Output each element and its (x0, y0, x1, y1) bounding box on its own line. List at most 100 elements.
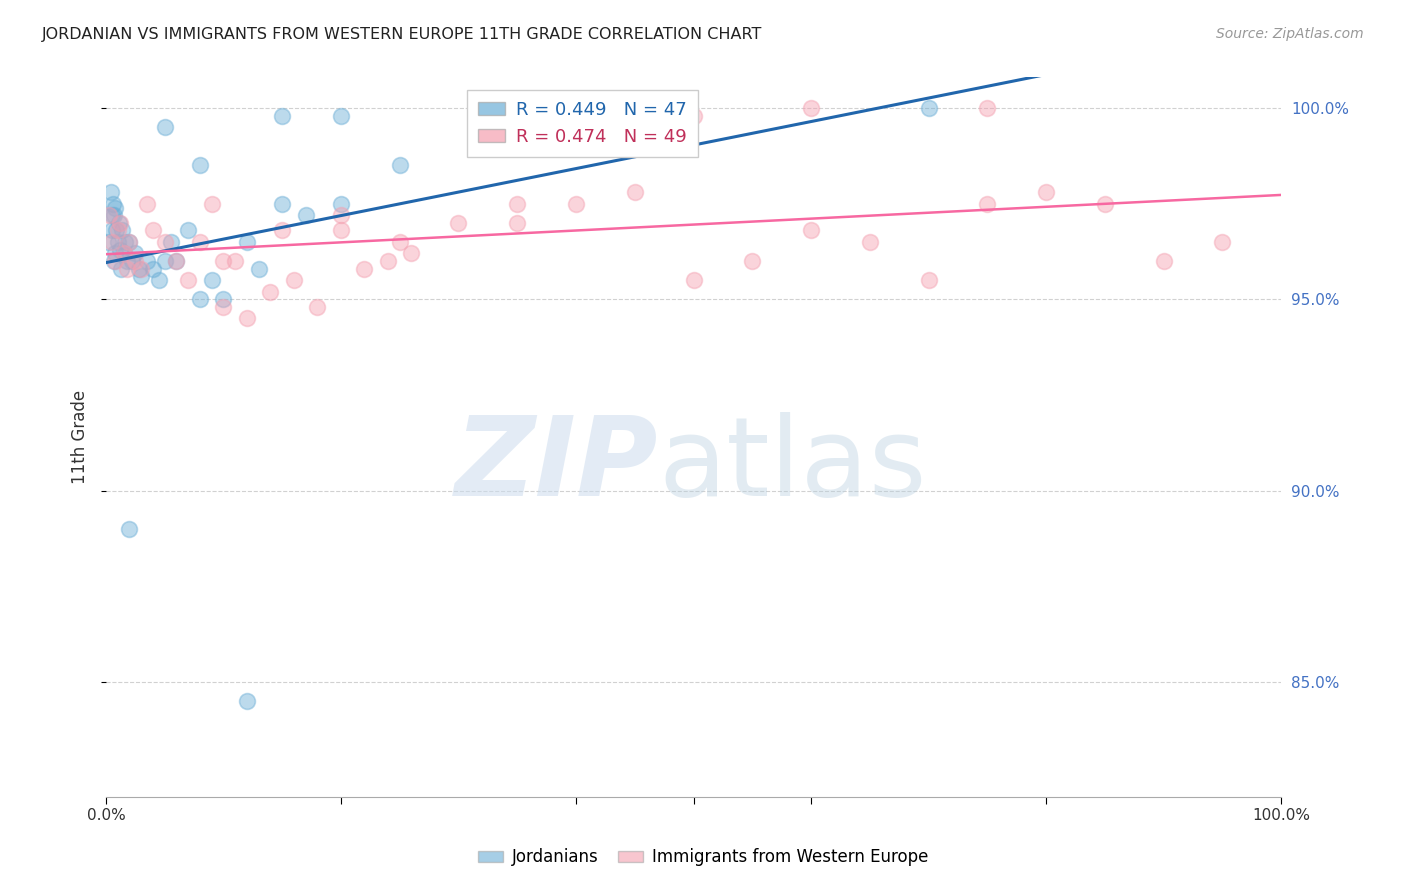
Point (100, 185, 122, 199)
Point (129, 261, 152, 276)
Point (1211, 235, 1233, 249)
Point (108, 243, 131, 257)
Point (101, 208, 124, 222)
Point (283, 273, 305, 287)
Point (294, 208, 316, 222)
Point (506, 196, 529, 211)
Point (153, 235, 176, 249)
Point (108, 216, 131, 230)
Point (236, 694, 259, 708)
Point (103, 254, 125, 268)
Point (101, 196, 124, 211)
Point (353, 261, 375, 276)
Point (212, 300, 235, 314)
Point (447, 216, 470, 230)
Point (159, 235, 181, 249)
Point (98, 208, 121, 222)
Point (377, 254, 399, 268)
Point (129, 269, 152, 284)
Point (682, 109, 704, 123)
Point (153, 120, 176, 135)
Point (565, 196, 588, 211)
Point (201, 196, 224, 211)
Point (108, 216, 131, 230)
Text: atlas: atlas (658, 412, 927, 519)
Point (623, 185, 645, 199)
Point (124, 246, 146, 260)
Point (101, 235, 124, 249)
Point (153, 254, 176, 268)
Point (124, 254, 146, 268)
Point (136, 196, 159, 211)
Point (565, 109, 588, 123)
Point (104, 201, 127, 215)
Point (976, 101, 998, 115)
Point (388, 158, 411, 172)
Point (1035, 185, 1057, 199)
Point (112, 246, 135, 260)
Point (188, 235, 211, 249)
Point (177, 273, 200, 287)
Text: Source: ZipAtlas.com: Source: ZipAtlas.com (1216, 27, 1364, 41)
Point (247, 261, 270, 276)
Point (271, 223, 294, 237)
Point (104, 246, 127, 260)
Point (118, 235, 141, 249)
Point (101, 223, 124, 237)
Point (236, 311, 259, 326)
Point (212, 293, 235, 307)
Point (682, 273, 704, 287)
Point (917, 273, 939, 287)
Point (118, 235, 141, 249)
Point (188, 158, 211, 172)
Point (148, 273, 170, 287)
Point (741, 254, 763, 268)
Point (142, 223, 165, 237)
Point (105, 223, 128, 237)
Point (859, 235, 882, 249)
Y-axis label: 11th Grade: 11th Grade (72, 390, 89, 484)
Point (128, 261, 150, 276)
Point (307, 300, 329, 314)
Point (107, 223, 129, 237)
Point (976, 196, 998, 211)
Point (236, 235, 259, 249)
Point (212, 254, 235, 268)
Point (118, 522, 141, 536)
Point (97, 235, 120, 249)
Point (188, 293, 211, 307)
Point (329, 223, 352, 237)
Point (1094, 196, 1116, 211)
Point (114, 235, 136, 249)
Point (917, 101, 939, 115)
Point (224, 254, 246, 268)
Point (103, 208, 125, 222)
Point (506, 216, 529, 230)
Point (111, 223, 134, 237)
Point (177, 223, 200, 237)
Point (401, 246, 423, 260)
Point (121, 254, 143, 268)
Point (142, 261, 165, 276)
Legend: R = 0.449   N = 47, R = 0.474   N = 49: R = 0.449 N = 47, R = 0.474 N = 49 (467, 90, 697, 157)
Point (107, 235, 129, 249)
Point (165, 254, 187, 268)
Point (800, 223, 823, 237)
Point (800, 101, 823, 115)
Point (112, 246, 135, 260)
Point (110, 261, 132, 276)
Point (259, 285, 281, 299)
Point (115, 254, 138, 268)
Point (329, 196, 352, 211)
Point (329, 208, 352, 222)
Point (165, 254, 187, 268)
Point (104, 254, 127, 268)
Legend: Jordanians, Immigrants from Western Europe: Jordanians, Immigrants from Western Euro… (471, 842, 935, 873)
Text: JORDANIAN VS IMMIGRANTS FROM WESTERN EUROPE 11TH GRADE CORRELATION CHART: JORDANIAN VS IMMIGRANTS FROM WESTERN EUR… (42, 27, 762, 42)
Point (271, 109, 294, 123)
Point (201, 273, 224, 287)
Text: ZIP: ZIP (454, 412, 658, 519)
Point (1153, 254, 1175, 268)
Point (271, 196, 294, 211)
Point (329, 109, 352, 123)
